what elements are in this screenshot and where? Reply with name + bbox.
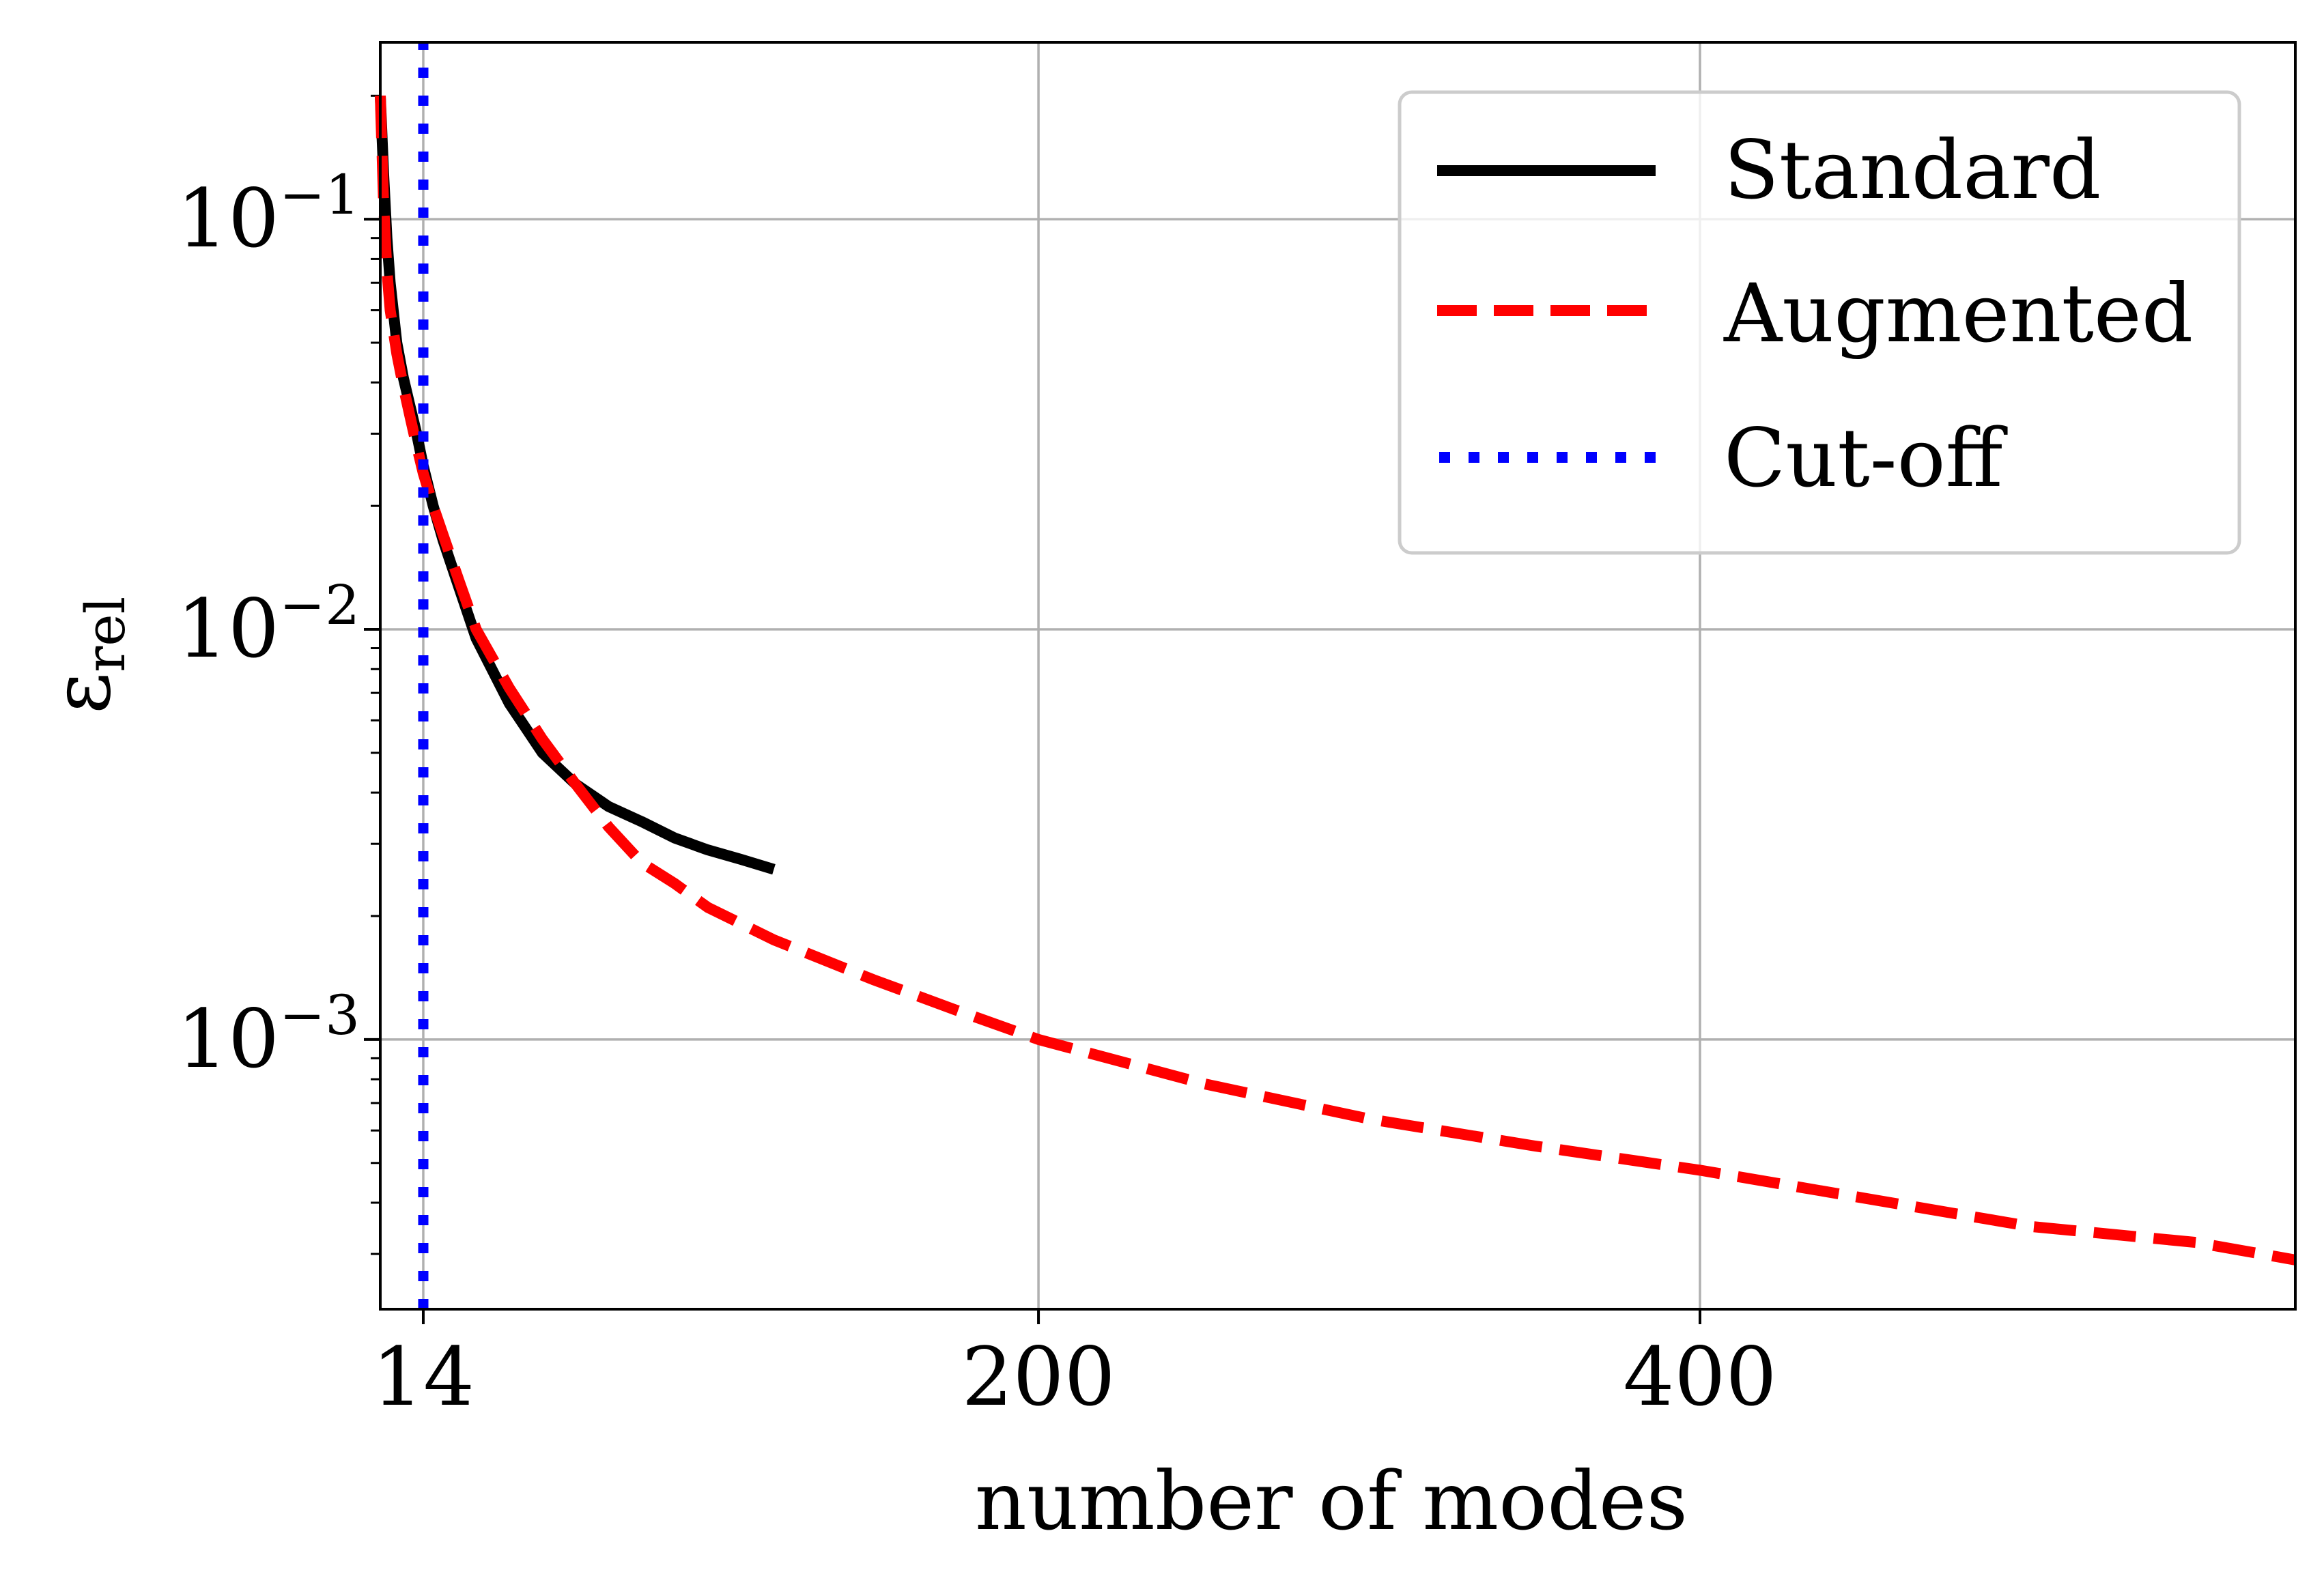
minor-ticks [371, 94, 380, 1255]
y-axis-label-symbol: ε [34, 672, 128, 714]
y-tick-label: 10−2 [177, 573, 360, 676]
y-axis-label: εrel [34, 597, 137, 714]
y-tick-label: 10−3 [177, 984, 360, 1086]
ticks: 14 200 400 10−1 10−2 10−3 [177, 163, 1777, 1424]
y-axis-label-subscript: rel [74, 597, 137, 672]
legend-augmented-label: Augmented [1723, 266, 2193, 360]
legend: Standard Augmented Cut-off [1398, 90, 2241, 555]
series-augmented-line [375, 96, 2297, 1266]
x-axis-label: number of modes [975, 1454, 1688, 1548]
svg-text:εrel: εrel [34, 597, 137, 714]
x-tick-label: 200 [961, 1330, 1115, 1424]
x-tick-label: 400 [1623, 1330, 1776, 1424]
legend-frame [1398, 90, 2241, 555]
series-layer [375, 42, 2297, 1309]
legend-cutoff-label: Cut-off [1724, 411, 2008, 505]
y-tick-label: 10−1 [177, 163, 360, 266]
x-tick-label: 14 [372, 1330, 474, 1424]
legend-standard-label: Standard [1724, 123, 2101, 217]
plot-frame [379, 41, 2297, 1311]
